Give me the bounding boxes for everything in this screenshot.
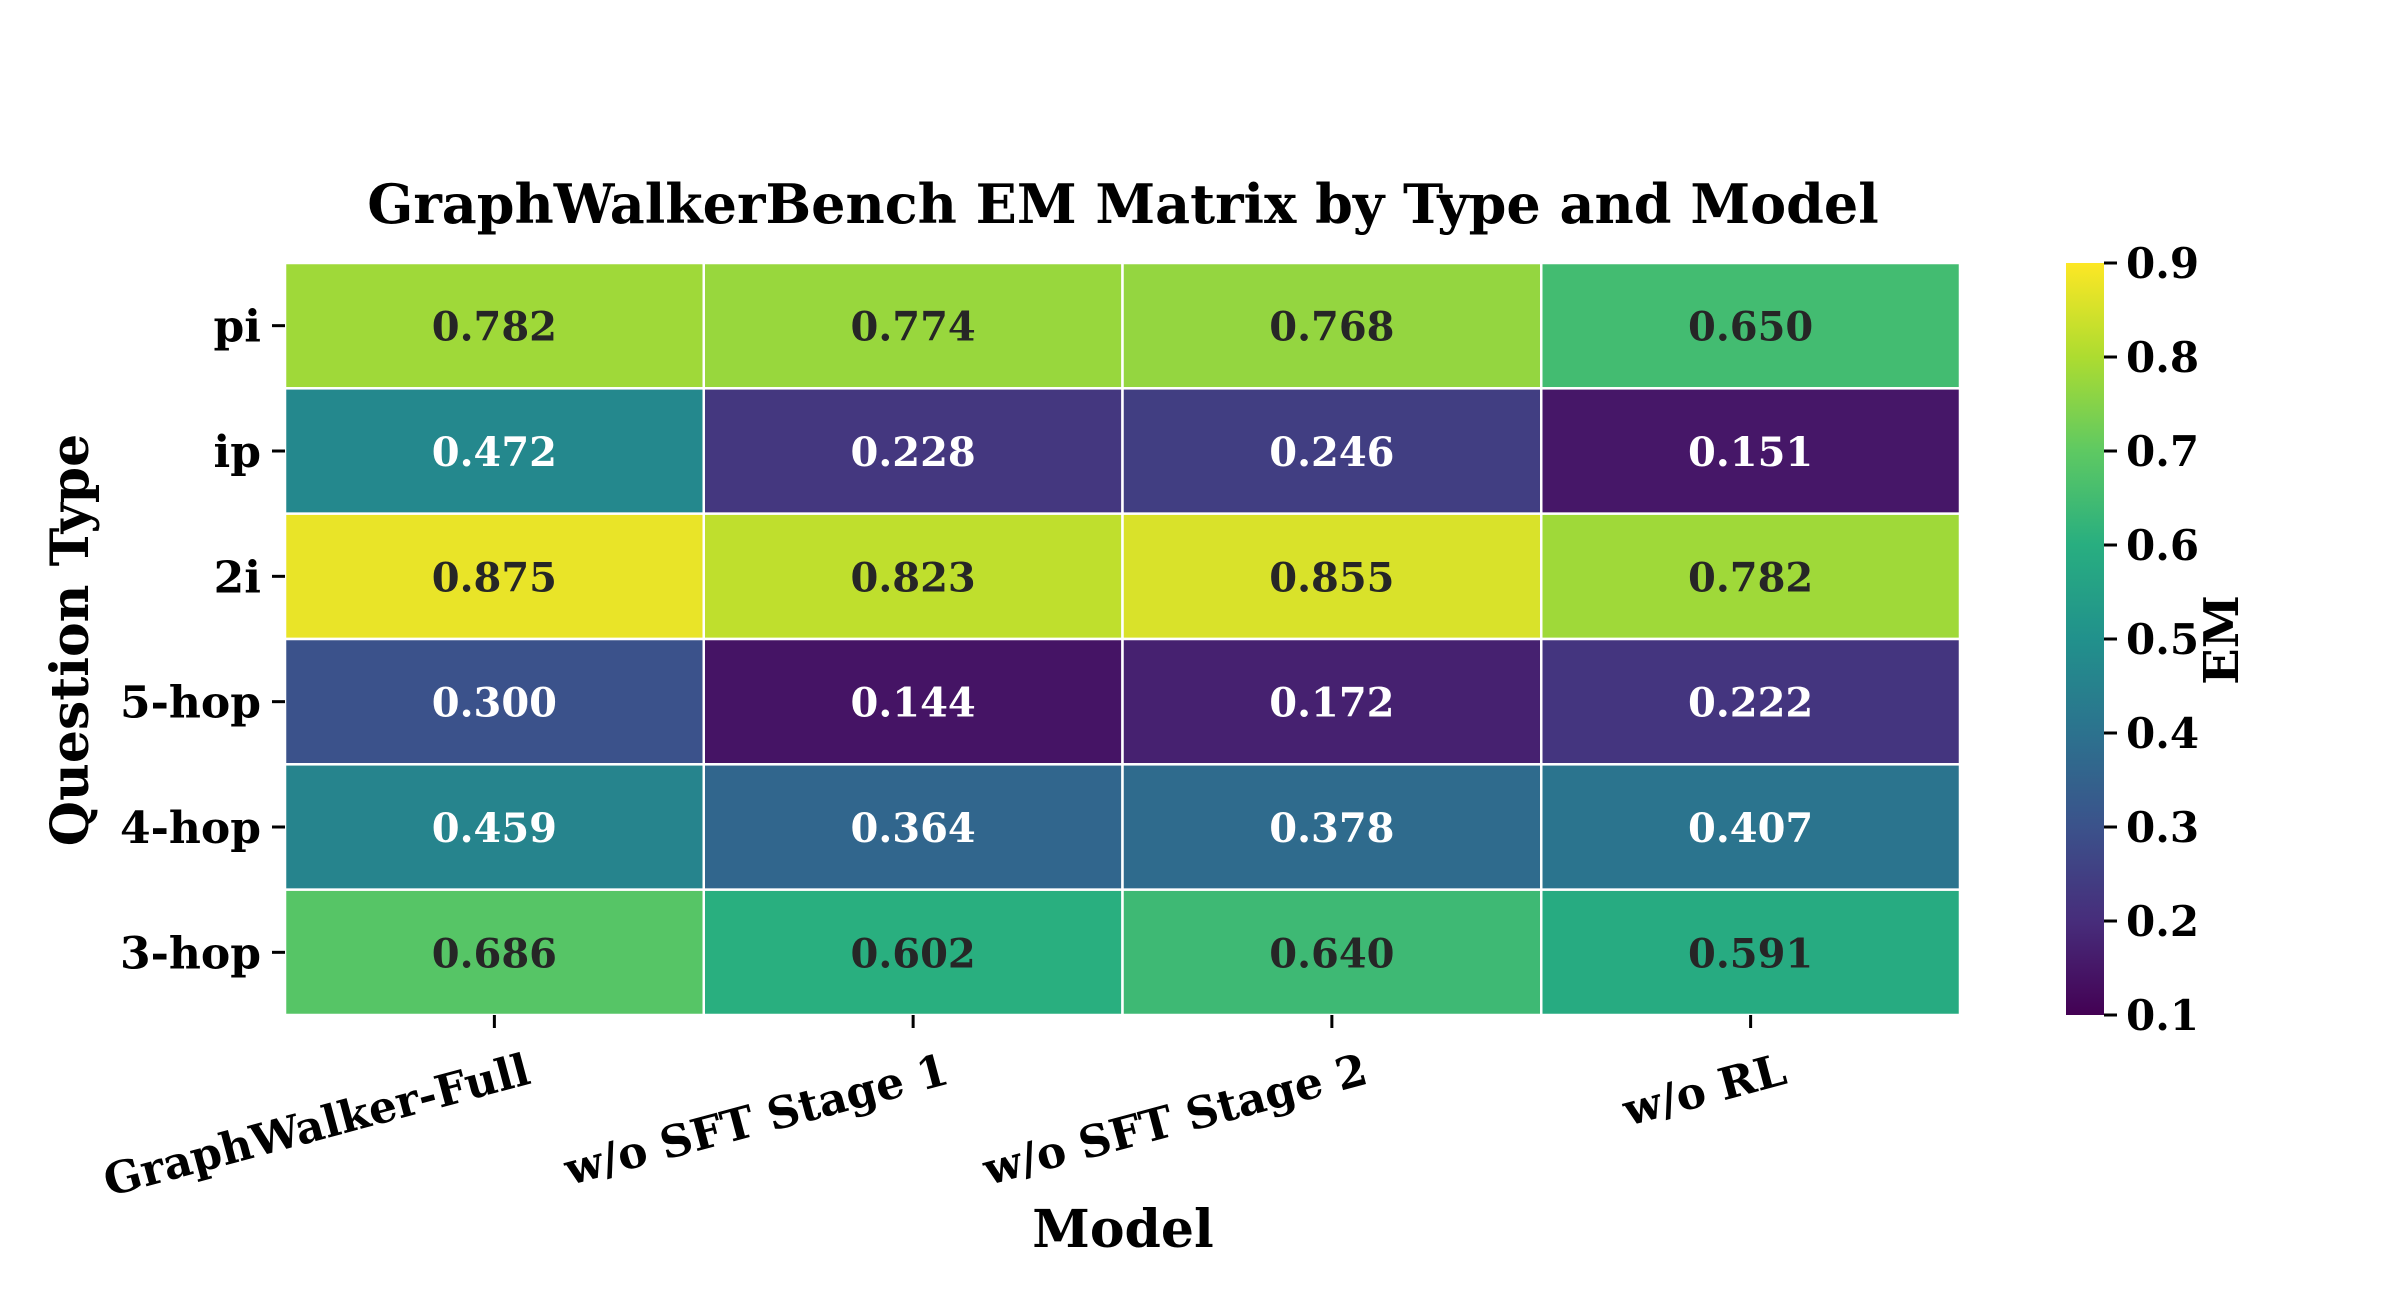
colorbar-gradient <box>2066 263 2104 1015</box>
x-axis-label: Model <box>1032 1199 1213 1260</box>
colorbar-tick-label: 0.3 <box>2126 803 2199 852</box>
y-tick-label: 5-hop <box>120 678 261 729</box>
y-tick-label: 3-hop <box>120 928 261 979</box>
cell-value-label: 0.591 <box>1688 930 1813 977</box>
heatmap-cell <box>1540 888 1962 1017</box>
cell-value-label: 0.459 <box>432 805 557 852</box>
cell-value-label: 0.855 <box>1269 554 1394 601</box>
heatmap-cell <box>283 888 705 1017</box>
y-tick-label: ip <box>214 427 261 478</box>
colorbar-tick-label: 0.9 <box>2126 239 2199 288</box>
colorbar-tick-label: 0.5 <box>2126 615 2199 664</box>
cell-value-label: 0.875 <box>432 554 557 601</box>
cell-value-label: 0.650 <box>1688 304 1813 351</box>
heatmap-cell <box>1121 763 1543 891</box>
cell-value-label: 0.378 <box>1269 805 1394 852</box>
cell-value-label: 0.782 <box>432 304 557 351</box>
y-tick-label: pi <box>214 302 261 353</box>
heatmap-cell <box>702 637 1124 766</box>
heatmap-cell <box>1540 261 1962 390</box>
heatmap-cell <box>1540 387 1962 515</box>
y-axis-label: Question Type <box>40 434 101 846</box>
x-axis: GraphWalker-Full w/o SFT Stage 1 w/o SFT S… <box>98 1015 1791 1207</box>
cell-value-label: 0.686 <box>432 930 557 977</box>
heatmap-cell <box>1121 888 1543 1017</box>
cell-value-label: 0.782 <box>1688 554 1813 601</box>
cell-annotations: 0.782 0.774 0.768 0.650 0.472 0.228 0.246 0.151… <box>432 304 1814 978</box>
cell-value-label: 0.364 <box>850 805 975 852</box>
x-tick-label: w/o SFT Stage 1 <box>558 1044 954 1196</box>
cell-value-label: 0.640 <box>1269 930 1394 977</box>
colorbar-tick-label: 0.7 <box>2126 427 2199 476</box>
y-tick-label: 2i <box>214 552 261 603</box>
cell-value-label: 0.228 <box>850 429 975 476</box>
heatmap-cell <box>1540 512 1962 641</box>
cell-value-label: 0.246 <box>1269 429 1394 476</box>
heatmap-cell <box>1540 637 1962 766</box>
heatmap-cell <box>702 888 1124 1017</box>
colorbar-label: EM <box>2194 595 2250 685</box>
cell-value-label: 0.774 <box>850 304 975 351</box>
x-tick-label: w/o SFT Stage 2 <box>977 1044 1373 1196</box>
heatmap-cell <box>283 387 705 515</box>
cell-value-label: 0.151 <box>1688 429 1813 476</box>
heatmap-cell <box>702 387 1124 515</box>
heatmap-cell <box>702 763 1124 891</box>
heatmap-cell <box>1540 763 1962 891</box>
heatmap-cell <box>1121 261 1543 390</box>
heatmap-cell <box>702 512 1124 641</box>
cell-value-label: 0.823 <box>850 554 975 601</box>
cell-value-label: 0.172 <box>1269 680 1394 727</box>
cell-value-label: 0.144 <box>850 680 975 727</box>
cell-value-label: 0.602 <box>850 930 975 977</box>
cell-value-label: 0.300 <box>432 680 557 727</box>
chart-title: GraphWalkerBench EM Matrix by Type and M… <box>367 172 1879 236</box>
x-tick-label: w/o RL <box>1617 1044 1792 1137</box>
colorbar-tick-label: 0.1 <box>2126 991 2199 1040</box>
colorbar-tick-label: 0.2 <box>2126 897 2199 946</box>
colorbar-tick-label: 0.4 <box>2126 709 2199 758</box>
colorbar-tick-label: 0.6 <box>2126 521 2199 570</box>
y-tick-label: 4-hop <box>120 803 261 854</box>
heatmap-cell <box>283 637 705 766</box>
x-tick-label: GraphWalker-Full <box>98 1044 535 1207</box>
heatmap-cell <box>283 261 705 390</box>
cell-value-label: 0.222 <box>1688 680 1813 727</box>
cell-value-label: 0.407 <box>1688 805 1813 852</box>
cell-value-label: 0.768 <box>1269 304 1394 351</box>
cell-value-label: 0.472 <box>432 429 557 476</box>
heatmap-cell <box>702 261 1124 390</box>
y-axis: pi ip 2i 5-hop 4-hop 3-hop <box>120 302 285 979</box>
heatmap-cells <box>283 261 1962 1017</box>
colorbar: 0.1 0.2 0.3 0.4 0.5 0.6 0.7 0.8 0.9 <box>2066 239 2199 1040</box>
colorbar-tick-label: 0.8 <box>2126 333 2199 382</box>
